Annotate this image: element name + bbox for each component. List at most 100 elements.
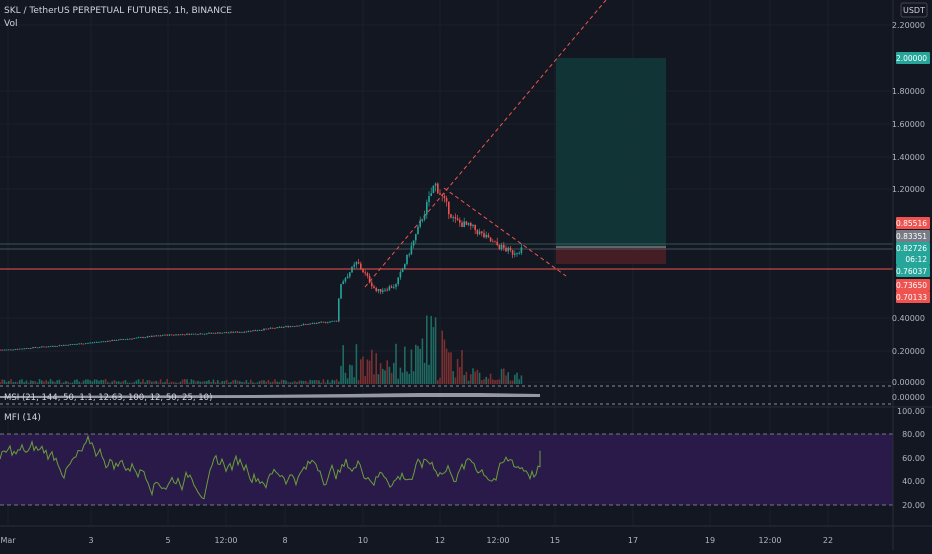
volume-bar — [87, 379, 89, 384]
volume-bar — [388, 366, 391, 384]
volume-bar — [199, 381, 201, 384]
mfi-tick: 40.00 — [902, 477, 925, 486]
candle-body — [437, 183, 439, 194]
volume-bar — [52, 381, 54, 384]
candle-body — [393, 286, 395, 288]
candle-body — [148, 336, 151, 338]
candle-body — [12, 349, 14, 351]
volume-bar — [318, 380, 320, 384]
volume-bar — [65, 381, 67, 384]
volume-bar — [456, 358, 459, 384]
volume-bar — [368, 360, 371, 384]
volume-bar — [274, 379, 276, 384]
volume-bar — [107, 382, 109, 384]
candle-body — [492, 241, 494, 243]
candle-body — [93, 342, 96, 344]
volume-bar — [300, 380, 303, 384]
volume-bar — [142, 379, 144, 384]
volume-bar — [452, 371, 454, 384]
volume-bar — [520, 375, 523, 384]
candle-body — [3, 349, 6, 351]
currency-badge[interactable] — [900, 2, 928, 18]
currency-unit: USDT — [903, 6, 925, 15]
candle-body — [410, 245, 413, 255]
volume-bar — [478, 372, 481, 384]
volume-bar — [351, 365, 353, 384]
candle-body — [507, 247, 509, 252]
price-badge-label: 0.83351 — [896, 232, 927, 241]
volume-bar — [12, 382, 14, 384]
volume-bar — [357, 380, 360, 384]
volume-bar — [27, 382, 30, 384]
volume-bar — [89, 380, 91, 384]
candle-body — [465, 221, 468, 225]
candle-body — [126, 338, 129, 340]
candle-body — [412, 240, 415, 246]
candle-body — [76, 344, 78, 345]
volume-bar — [186, 379, 188, 384]
volume-bar — [401, 372, 404, 384]
candle-body — [5, 349, 8, 351]
volume-bar — [74, 379, 76, 384]
long-position-stop-zone[interactable] — [556, 247, 666, 264]
volume-bar — [179, 381, 182, 384]
candle-body — [296, 325, 298, 327]
candle-body — [386, 289, 388, 291]
candle-body — [485, 234, 487, 238]
volume-bar — [366, 359, 369, 384]
candle-body — [503, 245, 505, 248]
candle-body — [212, 332, 215, 334]
candle-body — [481, 231, 483, 234]
candle-body — [8, 349, 10, 351]
candle-body — [311, 323, 314, 325]
volume-bar — [58, 379, 61, 384]
volume-bar — [313, 380, 316, 384]
candle-body — [322, 321, 325, 323]
volume-bar — [140, 382, 142, 384]
volume-bar — [294, 381, 296, 384]
mfi-label: MFI (14) — [4, 413, 41, 423]
volume-bar — [30, 380, 32, 384]
volume-bar — [503, 368, 505, 384]
candle-body — [500, 245, 503, 249]
volume-bar — [230, 382, 232, 384]
msi-panel — [0, 385, 893, 405]
candle-body — [206, 333, 208, 335]
candle-body — [16, 349, 19, 350]
long-position-target-zone[interactable] — [556, 58, 666, 247]
candle-body — [395, 284, 397, 287]
volume-bar — [228, 382, 230, 384]
candle-body — [203, 333, 206, 335]
volume-bar — [439, 377, 441, 384]
volume-bar — [327, 379, 329, 384]
volume-bar — [454, 377, 457, 384]
candle-body — [135, 337, 138, 339]
candle-body — [254, 330, 256, 332]
volume-bar — [173, 382, 175, 384]
time-tick: Mar — [0, 536, 16, 545]
candle-body — [331, 320, 333, 322]
volume-bar — [443, 339, 446, 384]
time-tick: 12:00 — [486, 536, 509, 545]
candle-body — [85, 343, 87, 345]
candle-body — [313, 323, 316, 325]
candle-body — [19, 348, 21, 350]
volume-bar — [349, 364, 351, 384]
volume-bar — [298, 380, 300, 384]
time-tick: 19 — [705, 536, 715, 545]
candle-body — [421, 219, 424, 221]
volume-bar — [56, 380, 58, 384]
volume-bar — [5, 382, 8, 384]
time-tick: 8 — [282, 536, 287, 545]
volume-bar — [342, 345, 344, 384]
volume-bar — [371, 349, 373, 384]
volume-bar — [16, 382, 19, 384]
volume-bar — [450, 352, 452, 384]
candle-body — [30, 348, 32, 349]
volume-bar — [302, 380, 305, 384]
candle-body — [153, 335, 155, 337]
candle-body — [208, 332, 210, 334]
volume-bar — [184, 379, 186, 384]
candle-body — [25, 348, 28, 349]
